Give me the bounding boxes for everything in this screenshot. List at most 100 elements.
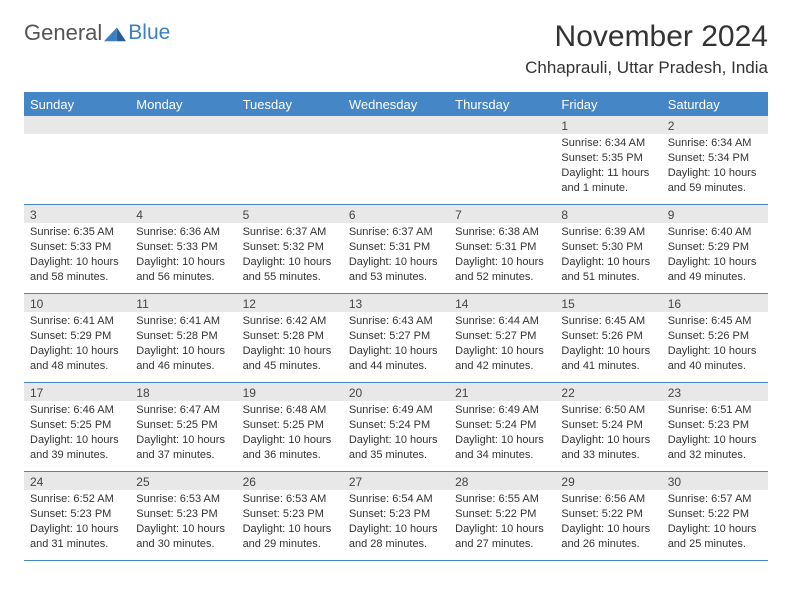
sunset-text: Sunset: 5:27 PM xyxy=(349,329,443,344)
sunset-text: Sunset: 5:23 PM xyxy=(136,507,230,522)
day-number: 29 xyxy=(555,472,661,490)
daylight-text: Daylight: 11 hours and 1 minute. xyxy=(561,166,655,196)
day-cell: 11Sunrise: 6:41 AMSunset: 5:28 PMDayligh… xyxy=(130,294,236,382)
sunrise-text: Sunrise: 6:56 AM xyxy=(561,492,655,507)
day-number: 9 xyxy=(662,205,768,223)
day-content: Sunrise: 6:53 AMSunset: 5:23 PMDaylight:… xyxy=(130,490,236,555)
calendar: SundayMondayTuesdayWednesdayThursdayFrid… xyxy=(24,92,768,561)
day-cell: 29Sunrise: 6:56 AMSunset: 5:22 PMDayligh… xyxy=(555,472,661,560)
day-header: Thursday xyxy=(449,93,555,116)
day-content: Sunrise: 6:34 AMSunset: 5:34 PMDaylight:… xyxy=(662,134,768,199)
day-content: Sunrise: 6:50 AMSunset: 5:24 PMDaylight:… xyxy=(555,401,661,466)
day-number xyxy=(449,116,555,134)
day-number: 26 xyxy=(237,472,343,490)
daylight-text: Daylight: 10 hours and 32 minutes. xyxy=(668,433,762,463)
day-number: 2 xyxy=(662,116,768,134)
sunrise-text: Sunrise: 6:41 AM xyxy=(30,314,124,329)
day-number: 12 xyxy=(237,294,343,312)
day-cell: 25Sunrise: 6:53 AMSunset: 5:23 PMDayligh… xyxy=(130,472,236,560)
day-header: Friday xyxy=(555,93,661,116)
logo: General Blue xyxy=(24,20,170,46)
day-number: 27 xyxy=(343,472,449,490)
day-number: 22 xyxy=(555,383,661,401)
daylight-text: Daylight: 10 hours and 51 minutes. xyxy=(561,255,655,285)
daylight-text: Daylight: 10 hours and 55 minutes. xyxy=(243,255,337,285)
sunrise-text: Sunrise: 6:41 AM xyxy=(136,314,230,329)
daylight-text: Daylight: 10 hours and 53 minutes. xyxy=(349,255,443,285)
daylight-text: Daylight: 10 hours and 28 minutes. xyxy=(349,522,443,552)
day-number: 18 xyxy=(130,383,236,401)
sunrise-text: Sunrise: 6:54 AM xyxy=(349,492,443,507)
sunrise-text: Sunrise: 6:51 AM xyxy=(668,403,762,418)
day-content: Sunrise: 6:46 AMSunset: 5:25 PMDaylight:… xyxy=(24,401,130,466)
day-content: Sunrise: 6:38 AMSunset: 5:31 PMDaylight:… xyxy=(449,223,555,288)
sunrise-text: Sunrise: 6:39 AM xyxy=(561,225,655,240)
sunset-text: Sunset: 5:23 PM xyxy=(349,507,443,522)
day-number: 3 xyxy=(24,205,130,223)
sunrise-text: Sunrise: 6:55 AM xyxy=(455,492,549,507)
sunrise-text: Sunrise: 6:34 AM xyxy=(668,136,762,151)
daylight-text: Daylight: 10 hours and 27 minutes. xyxy=(455,522,549,552)
sunset-text: Sunset: 5:28 PM xyxy=(243,329,337,344)
day-number: 30 xyxy=(662,472,768,490)
day-content: Sunrise: 6:56 AMSunset: 5:22 PMDaylight:… xyxy=(555,490,661,555)
daylight-text: Daylight: 10 hours and 52 minutes. xyxy=(455,255,549,285)
day-cell xyxy=(130,116,236,204)
day-number: 20 xyxy=(343,383,449,401)
sunrise-text: Sunrise: 6:36 AM xyxy=(136,225,230,240)
day-number: 13 xyxy=(343,294,449,312)
day-cell: 19Sunrise: 6:48 AMSunset: 5:25 PMDayligh… xyxy=(237,383,343,471)
day-cell: 5Sunrise: 6:37 AMSunset: 5:32 PMDaylight… xyxy=(237,205,343,293)
week-row: 10Sunrise: 6:41 AMSunset: 5:29 PMDayligh… xyxy=(24,294,768,383)
day-cell: 17Sunrise: 6:46 AMSunset: 5:25 PMDayligh… xyxy=(24,383,130,471)
day-number xyxy=(343,116,449,134)
day-cell: 9Sunrise: 6:40 AMSunset: 5:29 PMDaylight… xyxy=(662,205,768,293)
day-number: 15 xyxy=(555,294,661,312)
sunrise-text: Sunrise: 6:37 AM xyxy=(243,225,337,240)
day-cell: 15Sunrise: 6:45 AMSunset: 5:26 PMDayligh… xyxy=(555,294,661,382)
day-cell: 21Sunrise: 6:49 AMSunset: 5:24 PMDayligh… xyxy=(449,383,555,471)
sunset-text: Sunset: 5:22 PM xyxy=(561,507,655,522)
day-content: Sunrise: 6:35 AMSunset: 5:33 PMDaylight:… xyxy=(24,223,130,288)
day-cell: 28Sunrise: 6:55 AMSunset: 5:22 PMDayligh… xyxy=(449,472,555,560)
day-content: Sunrise: 6:51 AMSunset: 5:23 PMDaylight:… xyxy=(662,401,768,466)
day-cell: 14Sunrise: 6:44 AMSunset: 5:27 PMDayligh… xyxy=(449,294,555,382)
day-number: 7 xyxy=(449,205,555,223)
day-number: 1 xyxy=(555,116,661,134)
sunrise-text: Sunrise: 6:53 AM xyxy=(136,492,230,507)
sunset-text: Sunset: 5:29 PM xyxy=(30,329,124,344)
day-content: Sunrise: 6:43 AMSunset: 5:27 PMDaylight:… xyxy=(343,312,449,377)
sunrise-text: Sunrise: 6:52 AM xyxy=(30,492,124,507)
sunset-text: Sunset: 5:27 PM xyxy=(455,329,549,344)
day-number: 17 xyxy=(24,383,130,401)
sunset-text: Sunset: 5:23 PM xyxy=(243,507,337,522)
day-content: Sunrise: 6:42 AMSunset: 5:28 PMDaylight:… xyxy=(237,312,343,377)
sunset-text: Sunset: 5:23 PM xyxy=(668,418,762,433)
sunset-text: Sunset: 5:31 PM xyxy=(349,240,443,255)
daylight-text: Daylight: 10 hours and 40 minutes. xyxy=(668,344,762,374)
sunrise-text: Sunrise: 6:44 AM xyxy=(455,314,549,329)
day-cell: 4Sunrise: 6:36 AMSunset: 5:33 PMDaylight… xyxy=(130,205,236,293)
daylight-text: Daylight: 10 hours and 35 minutes. xyxy=(349,433,443,463)
day-cell: 23Sunrise: 6:51 AMSunset: 5:23 PMDayligh… xyxy=(662,383,768,471)
week-row: 1Sunrise: 6:34 AMSunset: 5:35 PMDaylight… xyxy=(24,116,768,205)
day-cell: 2Sunrise: 6:34 AMSunset: 5:34 PMDaylight… xyxy=(662,116,768,204)
sunset-text: Sunset: 5:29 PM xyxy=(668,240,762,255)
sunset-text: Sunset: 5:33 PM xyxy=(136,240,230,255)
week-row: 24Sunrise: 6:52 AMSunset: 5:23 PMDayligh… xyxy=(24,472,768,561)
daylight-text: Daylight: 10 hours and 44 minutes. xyxy=(349,344,443,374)
daylight-text: Daylight: 10 hours and 26 minutes. xyxy=(561,522,655,552)
day-content: Sunrise: 6:41 AMSunset: 5:29 PMDaylight:… xyxy=(24,312,130,377)
sunrise-text: Sunrise: 6:37 AM xyxy=(349,225,443,240)
sunset-text: Sunset: 5:25 PM xyxy=(243,418,337,433)
daylight-text: Daylight: 10 hours and 42 minutes. xyxy=(455,344,549,374)
week-row: 3Sunrise: 6:35 AMSunset: 5:33 PMDaylight… xyxy=(24,205,768,294)
daylight-text: Daylight: 10 hours and 37 minutes. xyxy=(136,433,230,463)
sunrise-text: Sunrise: 6:45 AM xyxy=(668,314,762,329)
daylight-text: Daylight: 10 hours and 49 minutes. xyxy=(668,255,762,285)
daylight-text: Daylight: 10 hours and 34 minutes. xyxy=(455,433,549,463)
daylight-text: Daylight: 10 hours and 25 minutes. xyxy=(668,522,762,552)
day-number: 6 xyxy=(343,205,449,223)
day-cell: 22Sunrise: 6:50 AMSunset: 5:24 PMDayligh… xyxy=(555,383,661,471)
daylight-text: Daylight: 10 hours and 48 minutes. xyxy=(30,344,124,374)
